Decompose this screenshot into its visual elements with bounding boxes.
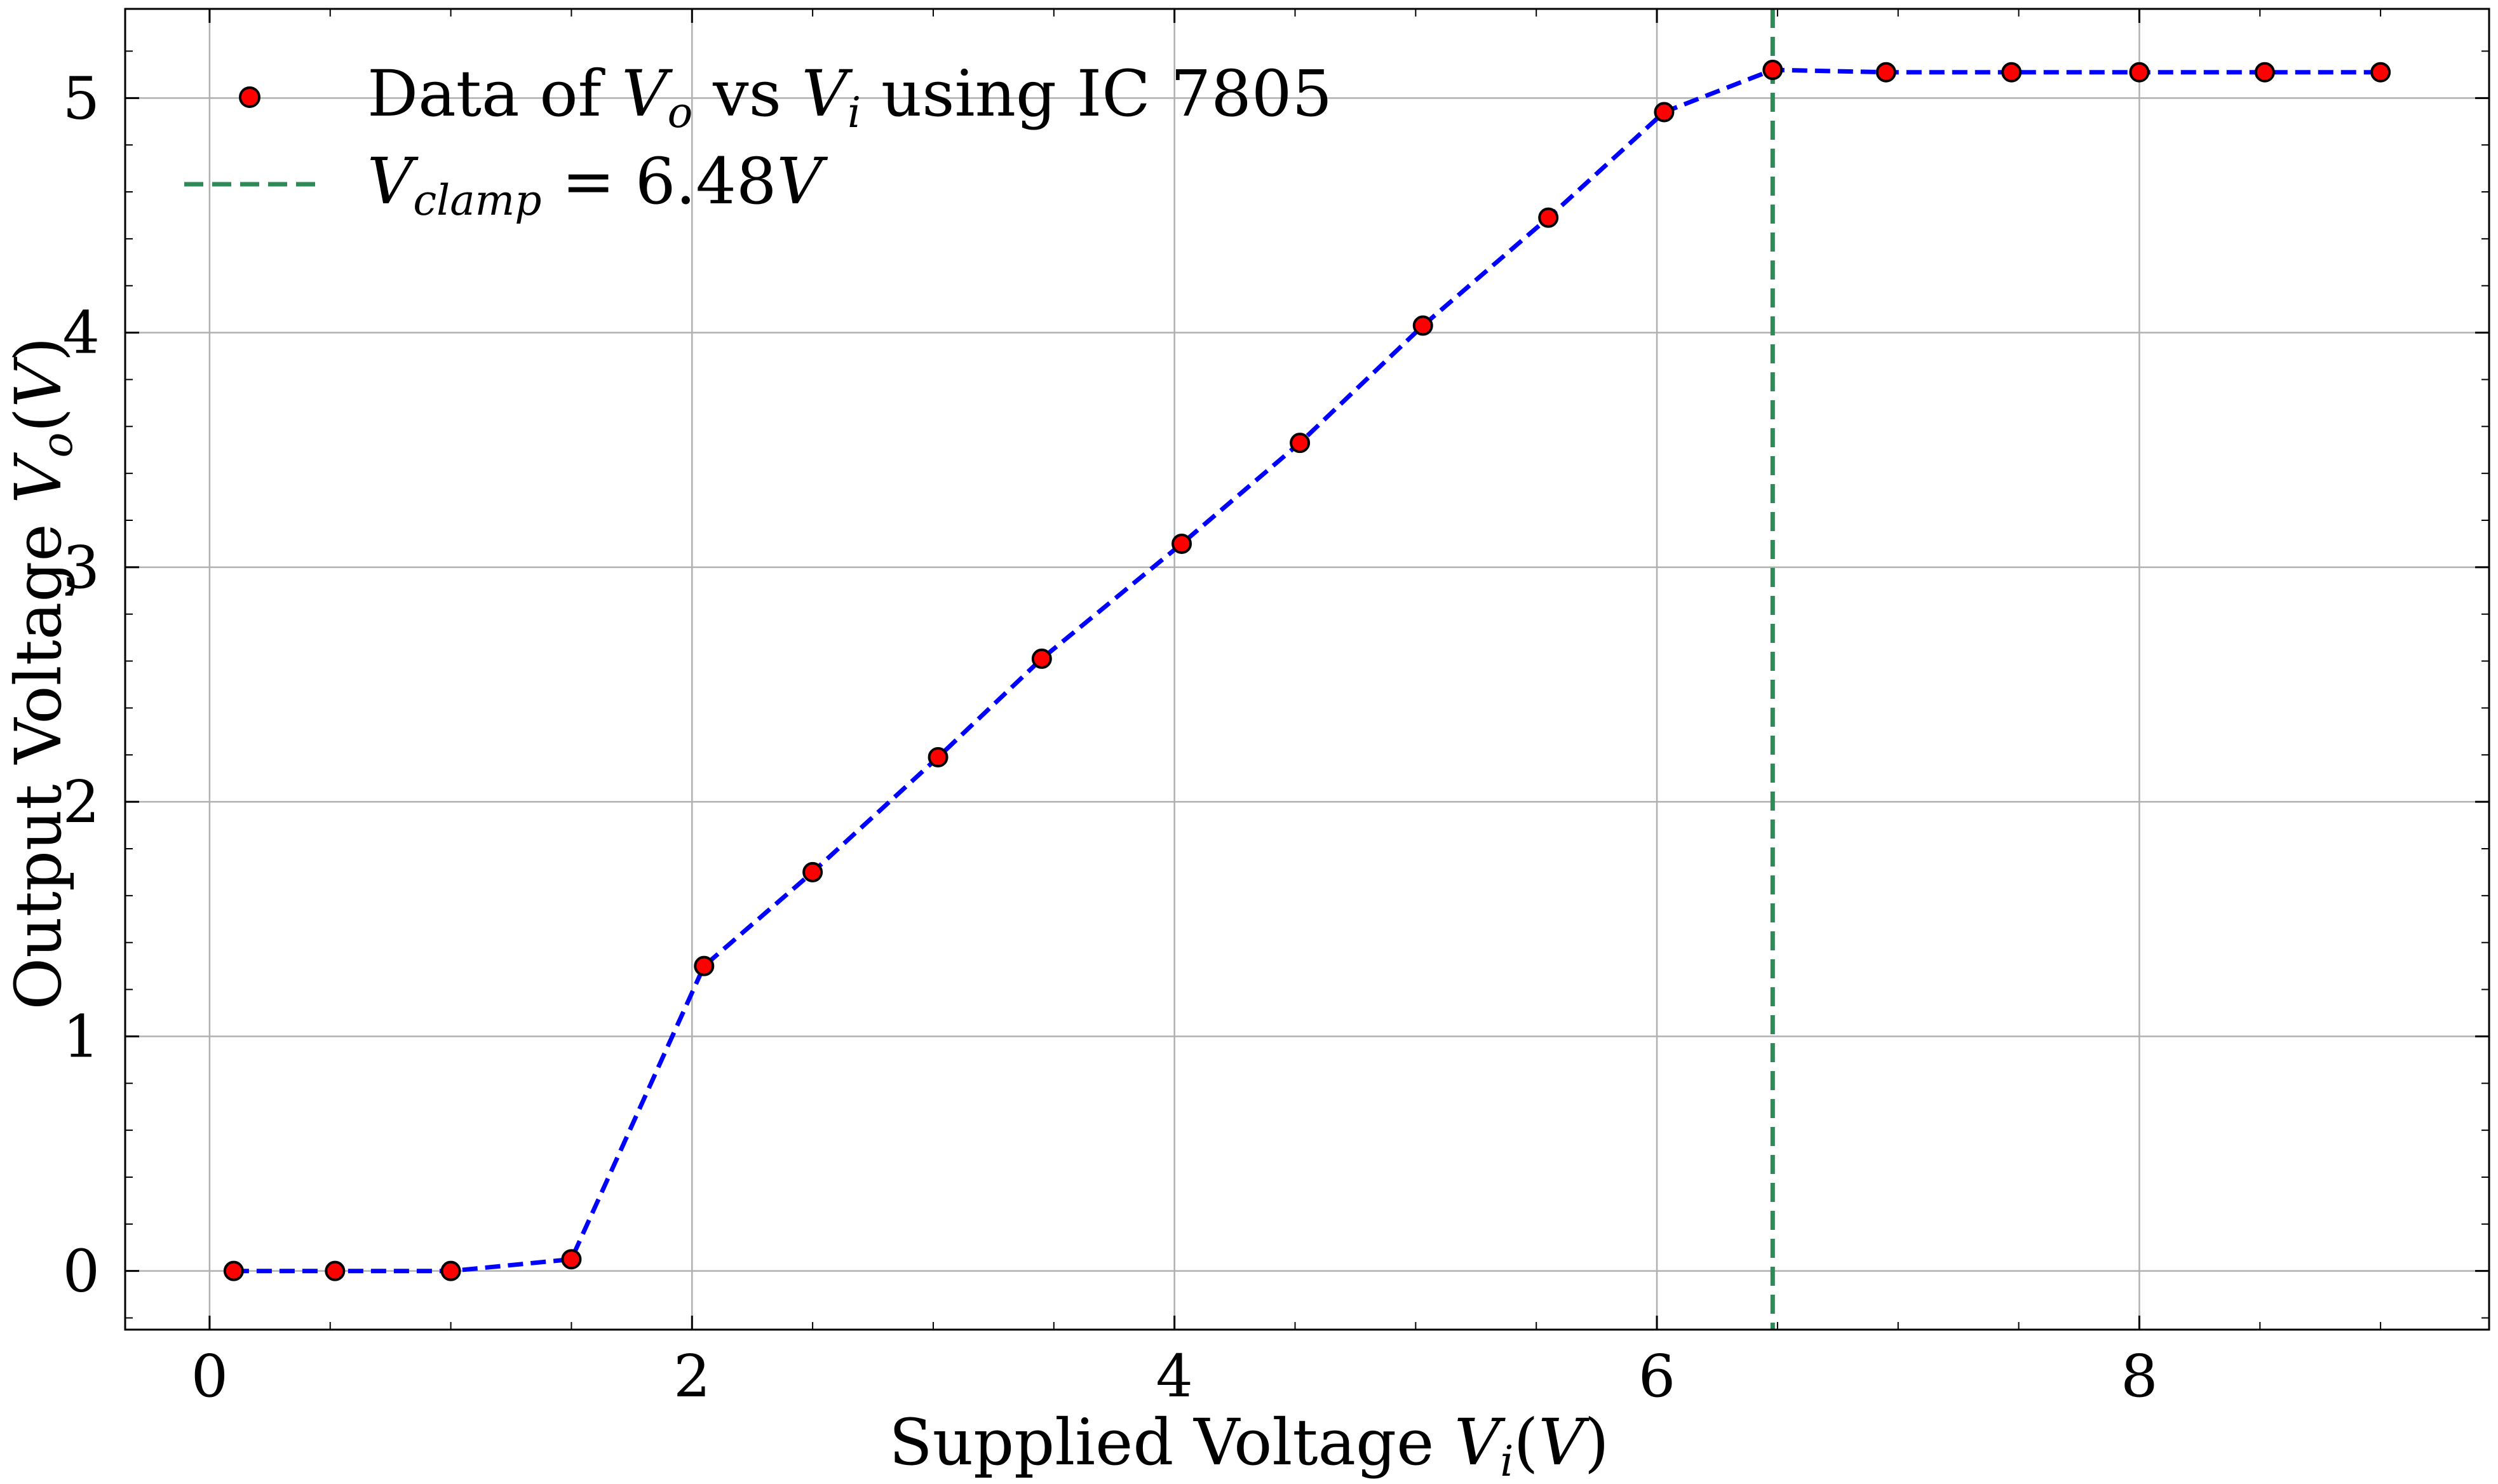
x-axis-label-text: Supplied Voltage xyxy=(889,1405,1454,1480)
data-point xyxy=(802,861,823,882)
data-point xyxy=(1538,207,1559,228)
y-axis-label-text: Output Voltage xyxy=(1,504,76,1010)
y-tick-label: 4 xyxy=(62,299,100,367)
data-point xyxy=(2001,62,2022,83)
y-tick-label: 0 xyxy=(62,1238,100,1305)
x-tick-label: 0 xyxy=(191,1342,229,1410)
legend-label-vclamp: Vclamp = 6.48V xyxy=(367,144,828,225)
y-tick-label: 3 xyxy=(62,534,100,602)
data-point xyxy=(325,1260,346,1281)
data-point xyxy=(928,746,949,767)
y-axis-label: Output Voltage Vo(V) xyxy=(1,337,82,1009)
series-lines xyxy=(233,67,2381,1274)
plot-frame xyxy=(124,8,2490,1331)
grid xyxy=(125,9,2489,1330)
minor-ticks xyxy=(125,9,2489,1330)
data-point xyxy=(223,1260,244,1281)
y-tick-label: 2 xyxy=(62,768,100,836)
x-tick-labels: 0 2 4 6 8 xyxy=(191,1342,2158,1410)
data-point xyxy=(1171,533,1192,554)
data-point xyxy=(1654,102,1675,123)
major-ticks xyxy=(125,9,2489,1330)
data-point xyxy=(1762,60,1783,81)
x-tick-label: 8 xyxy=(2121,1342,2158,1410)
data-point xyxy=(694,955,715,976)
data-point xyxy=(1031,648,1052,669)
x-tick-label: 4 xyxy=(1156,1342,1193,1410)
data-point xyxy=(2370,62,2391,83)
data-point xyxy=(440,1260,461,1281)
legend-marker-data xyxy=(239,86,260,108)
x-axis-label: Supplied Voltage Vi(V) xyxy=(889,1405,1609,1484)
y-tick-label: 5 xyxy=(62,64,100,132)
data-point xyxy=(1875,62,1896,83)
data-markers xyxy=(223,60,2391,1281)
y-tick-label: 1 xyxy=(62,1002,100,1070)
x-tick-label: 6 xyxy=(1638,1342,1676,1410)
legend: Data of Vo vs Vi using IC 7805 Vclamp = … xyxy=(184,57,1332,225)
data-point xyxy=(2129,62,2150,83)
data-point xyxy=(1290,433,1311,454)
data-point xyxy=(2254,62,2275,83)
x-tick-label: 2 xyxy=(673,1342,711,1410)
legend-label-data: Data of Vo vs Vi using IC 7805 xyxy=(367,57,1332,137)
data-point xyxy=(1412,315,1433,336)
data-series-line xyxy=(233,67,2381,1274)
y-tick-labels: 0 1 2 3 4 5 xyxy=(62,64,100,1305)
data-point xyxy=(561,1249,582,1270)
